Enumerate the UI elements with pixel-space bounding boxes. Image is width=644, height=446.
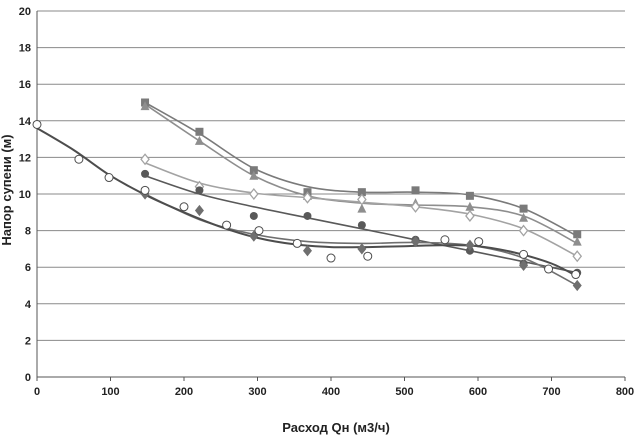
data-point-series-3 — [518, 224, 529, 237]
data-point-series-2 — [519, 212, 529, 222]
data-point-series-5 — [302, 245, 312, 257]
data-point-series-6 — [104, 173, 114, 183]
y-tick-label: 8 — [25, 226, 31, 238]
y-axis-title: Напор супени (м) — [0, 134, 14, 245]
y-tick-label: 12 — [19, 152, 31, 164]
y-tick-label: 20 — [19, 6, 31, 18]
data-point-series-3 — [140, 153, 150, 166]
data-point-series-5 — [194, 204, 204, 217]
data-point-series-1 — [573, 230, 582, 239]
data-point-series-6 — [74, 154, 84, 164]
data-point-series-5 — [465, 239, 475, 251]
y-tick-labels: 0 2 4 6 8 10 12 14 16 18 20 — [19, 6, 32, 384]
data-point-series-3 — [302, 191, 313, 204]
data-point-series-6 — [179, 202, 189, 212]
data-point-series-6 — [474, 237, 484, 247]
data-point-series-5 — [519, 259, 529, 272]
x-tick-label: 400 — [322, 386, 340, 398]
y-tick-label: 0 — [25, 372, 31, 384]
data-point-series-6 — [363, 251, 373, 261]
data-point-series-1 — [195, 127, 204, 136]
data-point-series-3 — [357, 193, 367, 206]
x-tick-label: 200 — [175, 386, 193, 398]
data-point-series-2 — [572, 236, 582, 246]
data-point-series-6 — [519, 249, 529, 259]
data-point-series-3 — [465, 209, 475, 223]
data-point-series-5 — [411, 235, 421, 248]
data-point-series-6 — [254, 226, 264, 236]
x-tick-label: 0 — [34, 386, 40, 398]
data-point-series-2 — [465, 201, 475, 211]
data-point-series-6 — [544, 264, 554, 274]
data-point-series-1 — [519, 204, 528, 213]
y-tick-label: 2 — [25, 335, 31, 347]
y-tick-label: 4 — [25, 299, 32, 311]
data-point-series-6 — [440, 235, 450, 245]
data-point-series-1 — [465, 191, 474, 200]
x-tick-label: 100 — [101, 386, 119, 398]
y-tick-label: 6 — [25, 262, 31, 274]
data-point-series-5 — [572, 279, 582, 292]
y-tick-label: 18 — [19, 43, 31, 55]
data-point-series-6 — [292, 238, 302, 248]
data-point-series-4 — [357, 221, 366, 230]
data-point-series-1 — [357, 188, 366, 197]
data-point-series-6 — [222, 220, 232, 230]
data-point-series-3 — [572, 250, 583, 263]
data-points — [32, 98, 583, 292]
data-point-series-3 — [248, 187, 259, 201]
data-point-series-2 — [249, 170, 259, 180]
data-point-series-6 — [32, 119, 42, 129]
trend-line-series-1 — [144, 101, 578, 237]
data-point-series-5 — [249, 230, 259, 242]
data-point-series-4 — [141, 169, 150, 178]
x-tick-label: 700 — [542, 386, 560, 398]
data-point-series-6 — [571, 270, 581, 280]
x-axis-title: Расход Qн (м3/ч) — [282, 420, 390, 435]
data-point-series-2 — [357, 203, 367, 213]
trend-line-series-6 — [36, 127, 578, 278]
data-point-series-5 — [357, 243, 367, 255]
data-point-series-4 — [303, 211, 312, 220]
gridlines — [37, 10, 625, 341]
data-point-series-4 — [195, 186, 204, 195]
x-tick-label: 300 — [248, 386, 266, 398]
data-point-series-6 — [326, 253, 336, 263]
y-tick-label: 10 — [19, 189, 31, 201]
x-tick-label: 800 — [616, 386, 634, 398]
x-tick-label: 500 — [395, 386, 413, 398]
data-point-series-1 — [411, 186, 420, 195]
data-point-series-4 — [249, 211, 258, 220]
data-point-series-1 — [249, 166, 258, 175]
data-point-series-2 — [140, 101, 150, 111]
y-tick-label: 14 — [19, 116, 32, 128]
data-point-series-2 — [194, 135, 204, 145]
x-tick-labels: 0 100 200 300 400 500 600 700 800 — [34, 377, 634, 398]
y-tick-label: 16 — [19, 79, 31, 91]
x-tick-label: 600 — [469, 386, 487, 398]
data-point-series-3 — [410, 200, 421, 213]
data-point-series-6 — [140, 185, 150, 195]
